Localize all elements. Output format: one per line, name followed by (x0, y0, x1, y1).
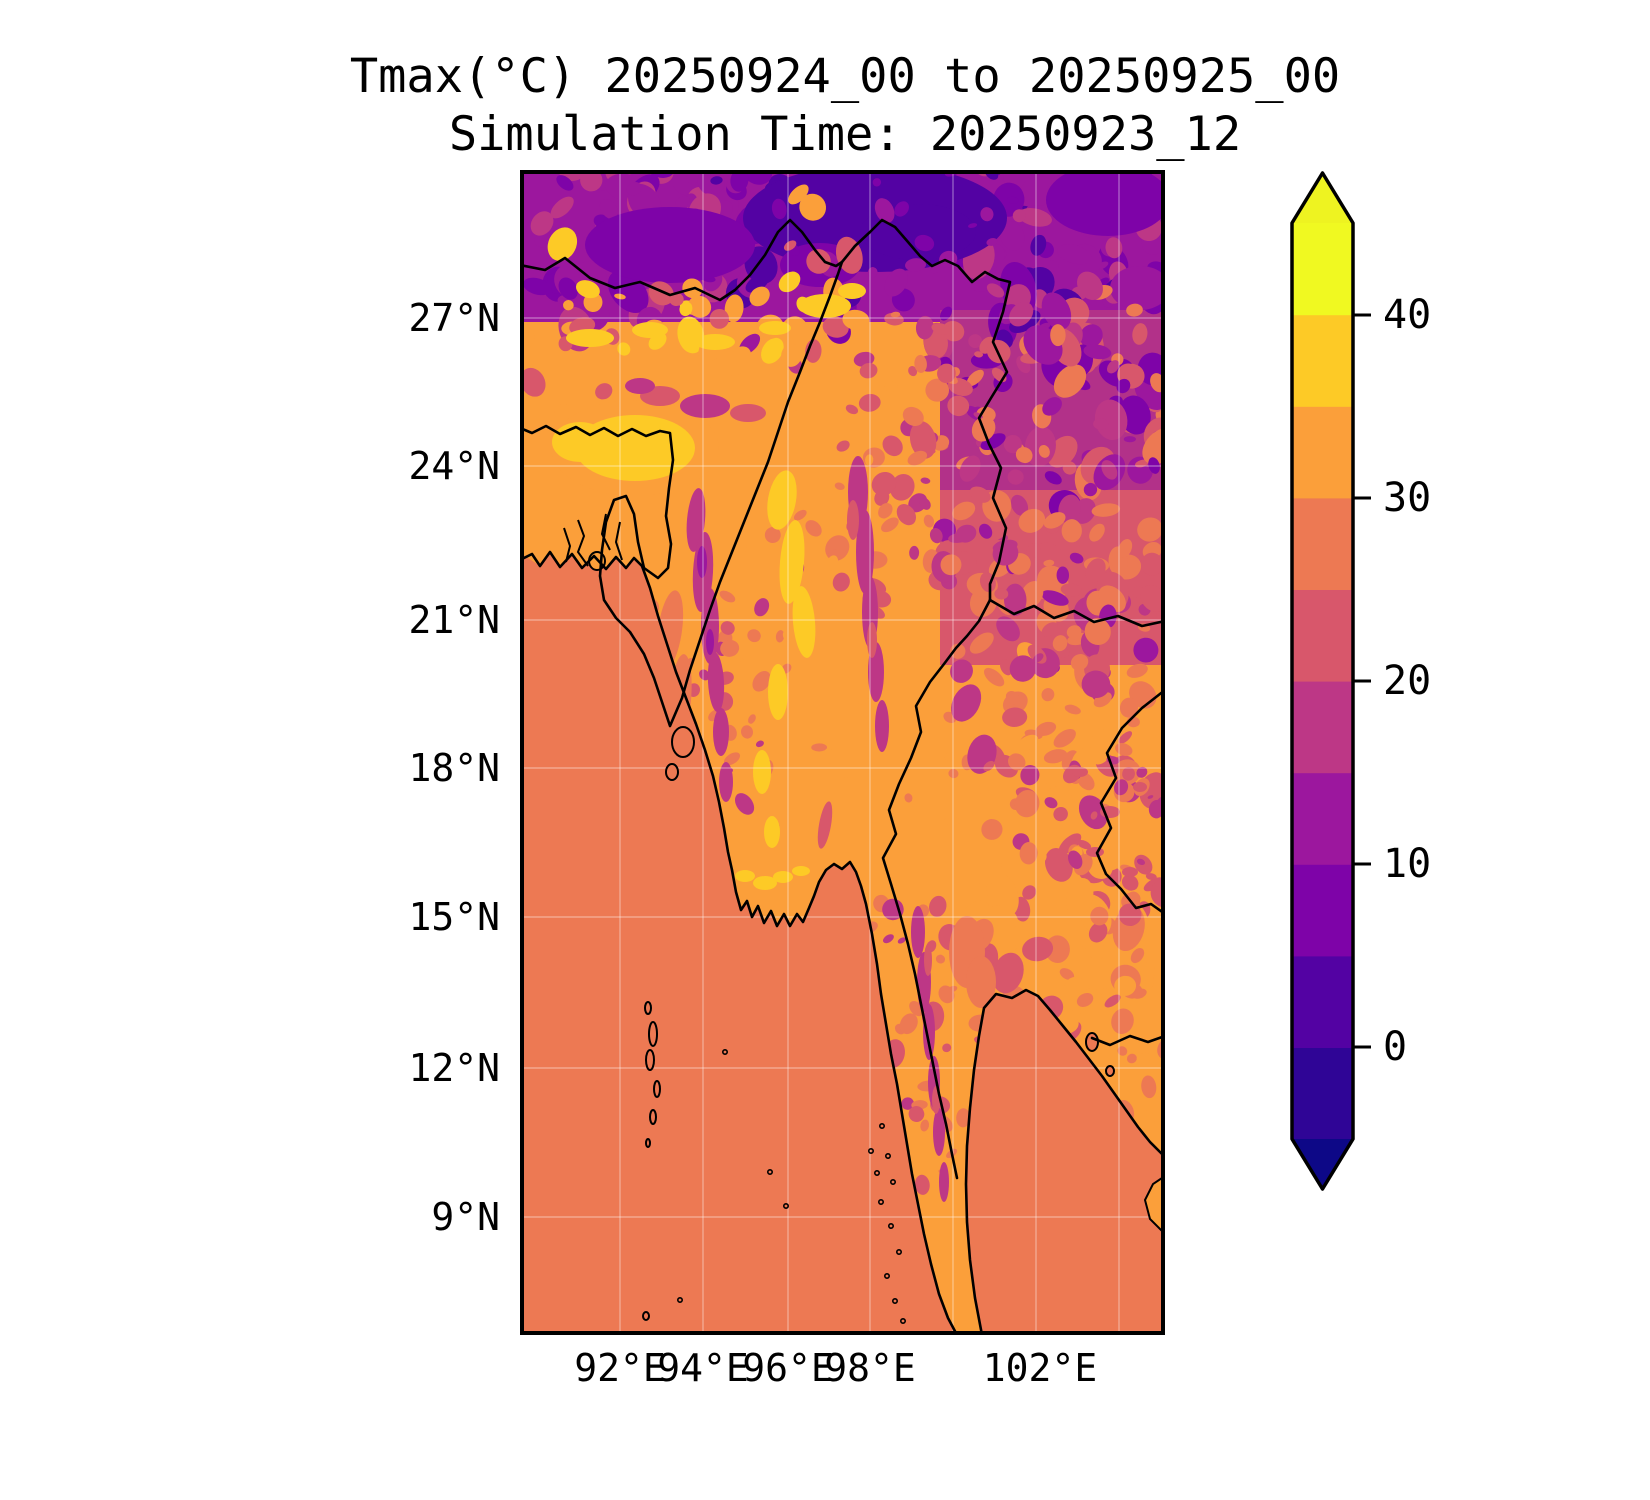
chart-subtitle: Simulation Time: 20250923_12 (448, 107, 1242, 162)
colorbar-tick-label: 40 (1383, 292, 1432, 338)
lon-tick-label: 102°E (982, 1346, 1098, 1390)
lat-tick-label: 27°N (408, 296, 500, 340)
lon-tick-label: 94°E (657, 1346, 749, 1390)
lat-tick-label: 18°N (408, 746, 500, 790)
chart-title: Tmax(°C) 20250924_00 to 20250925_00 (349, 49, 1341, 104)
lon-tick-label: 98°E (824, 1346, 916, 1390)
colorbar-tick-label: 20 (1383, 658, 1432, 704)
colorbar-tick-label: 0 (1383, 1024, 1408, 1070)
colorbar-tick-label: 30 (1383, 475, 1432, 521)
map-plot-area (520, 170, 1165, 1335)
lat-tick-label: 21°N (408, 598, 500, 642)
colorbar: 40 30 20 10 0 (1270, 160, 1470, 1230)
colorbar-svg (1290, 171, 1371, 1191)
lat-tick-label: 24°N (408, 444, 500, 488)
colorbar-tick-label: 10 (1383, 841, 1432, 887)
map-svg (520, 170, 1165, 1335)
lat-tick-label: 15°N (408, 895, 500, 939)
figure-title-block: Tmax(°C) 20250924_00 to 20250925_00 Simu… (350, 48, 1340, 164)
lat-tick-label: 9°N (431, 1195, 500, 1239)
lon-tick-label: 92°E (574, 1346, 666, 1390)
lon-tick-label: 96°E (742, 1346, 834, 1390)
lat-tick-label: 12°N (408, 1046, 500, 1090)
